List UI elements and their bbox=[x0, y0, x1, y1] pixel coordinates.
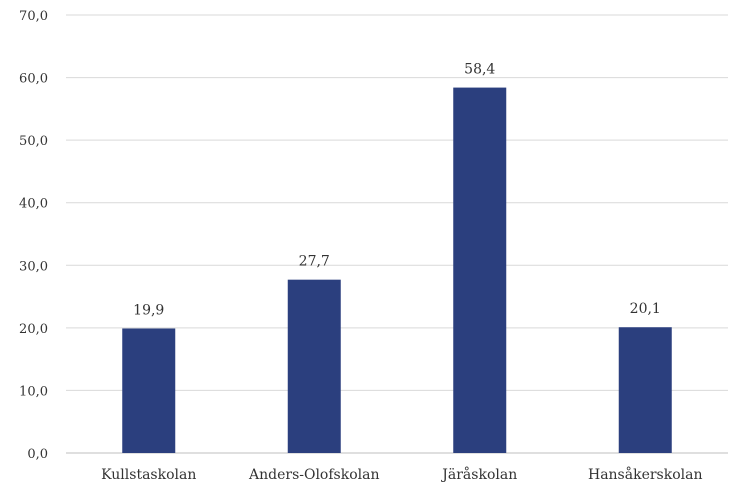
y-tick-label: 0,0 bbox=[27, 447, 48, 462]
y-tick-label: 70,0 bbox=[19, 9, 48, 24]
y-axis-ticks: 0,0 10,0 20,0 30,0 40,0 50,0 60,0 70,0 bbox=[19, 9, 48, 462]
bar bbox=[618, 327, 672, 453]
data-label: 19,9 bbox=[133, 302, 164, 318]
y-tick-label: 40,0 bbox=[19, 197, 48, 212]
bar bbox=[122, 328, 176, 453]
data-label: 27,7 bbox=[299, 254, 330, 270]
data-labels: 19,9 27,7 58,4 20,1 bbox=[133, 62, 661, 319]
y-tick-label: 10,0 bbox=[19, 384, 48, 399]
gridlines bbox=[66, 14, 728, 454]
category-label: Anders-Olofskolan bbox=[248, 467, 379, 483]
bar bbox=[287, 279, 341, 453]
bar bbox=[453, 87, 507, 453]
category-label: Hansåkerskolan bbox=[588, 466, 703, 483]
category-label: Kullstaskolan bbox=[101, 467, 196, 483]
data-label: 58,4 bbox=[464, 62, 495, 78]
y-tick-label: 50,0 bbox=[19, 134, 48, 149]
category-label: Järåskolan bbox=[440, 466, 517, 483]
x-axis-labels: Kullstaskolan Anders-Olofskolan Järåskolan… bbox=[101, 466, 702, 483]
y-tick-label: 60,0 bbox=[19, 72, 48, 87]
data-label: 20,1 bbox=[630, 301, 661, 317]
y-tick-label: 20,0 bbox=[19, 322, 48, 337]
bars bbox=[122, 87, 672, 453]
y-tick-label: 30,0 bbox=[19, 259, 48, 274]
